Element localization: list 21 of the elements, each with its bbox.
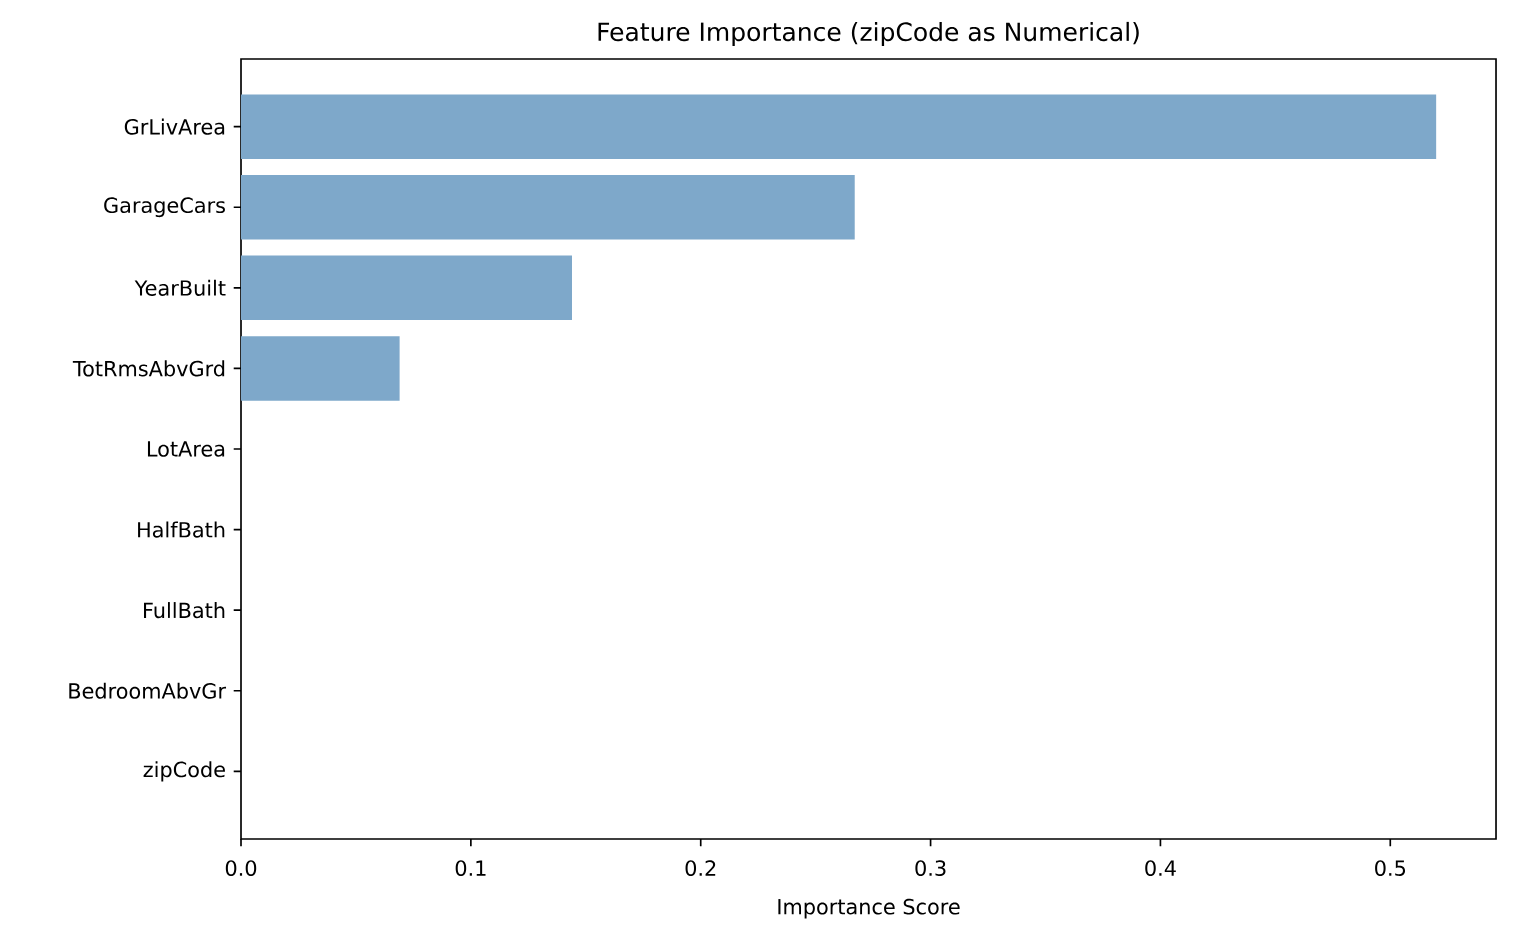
bar — [241, 336, 400, 401]
y-tick-label: FullBath — [144, 602, 225, 619]
y-tick-label: BedroomAbvGr — [69, 682, 227, 699]
y-tick-label: GrLivArea — [124, 118, 225, 135]
bar — [241, 175, 855, 240]
x-axis-title: Importance Score — [778, 898, 960, 919]
y-tick-label: GarageCars — [104, 197, 225, 218]
y-tick-label: HalfBath — [138, 521, 225, 538]
chart-title: Feature Importance (zipCode as Numerical) — [598, 21, 1139, 47]
y-tick-label: TotRmsAbvGrd — [72, 360, 225, 377]
x-tick-label: 0.0 — [225, 860, 257, 876]
y-tick-label: zipCode — [143, 761, 225, 782]
x-tick-label: 0.3 — [915, 860, 946, 876]
bar — [241, 94, 1437, 159]
x-tick-label: 0.2 — [685, 860, 716, 876]
x-tick-label: 0.5 — [1375, 860, 1406, 876]
x-tick-label: 0.4 — [1145, 860, 1176, 876]
bar — [241, 255, 572, 321]
y-tick-label: YearBuilt — [134, 279, 226, 296]
x-tick-label: 0.1 — [455, 860, 486, 876]
y-tick-label: LotArea — [147, 441, 225, 457]
